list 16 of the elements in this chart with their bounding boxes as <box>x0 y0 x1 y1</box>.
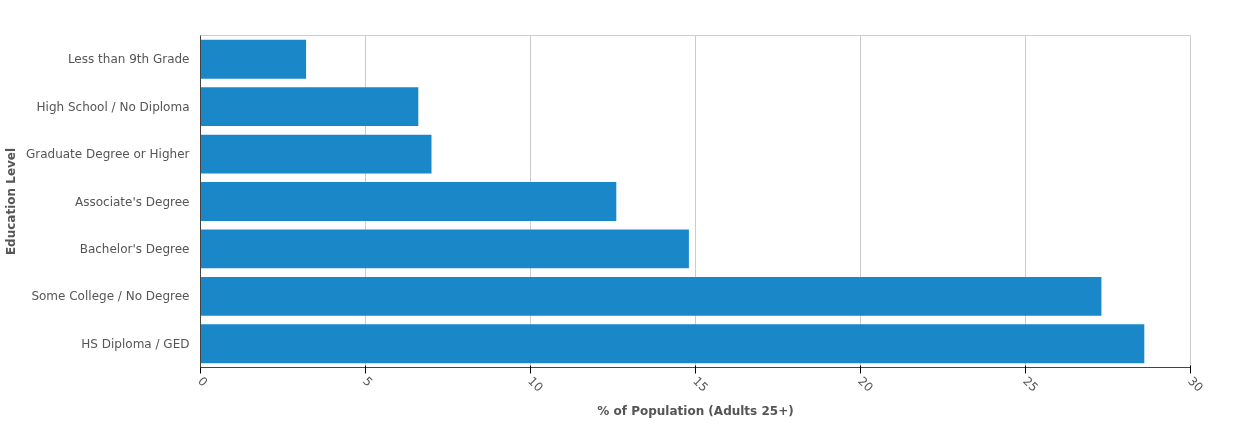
x-axis-title: % of Population (Adults 25+) <box>597 403 794 418</box>
y-tick-label: Bachelor's Degree <box>79 241 190 256</box>
y-tick-label: Graduate Degree or Higher <box>25 147 190 162</box>
y-tick-label: HS Diploma / GED <box>81 336 190 351</box>
y-tick-label: Associate's Degree <box>75 194 190 209</box>
y-axis-title: Education Level <box>3 147 18 256</box>
x-tick-label: 5 <box>360 373 376 390</box>
x-tick-label: 0 <box>195 373 211 390</box>
x-tick-label: 20 <box>855 373 876 395</box>
x-tick-label: 10 <box>525 373 546 395</box>
y-tick-label: High School / No Diploma <box>36 99 190 114</box>
x-tick-label: 30 <box>1185 373 1206 395</box>
y-tick-label: Less than 9th Grade <box>67 52 190 67</box>
y-tick-label: Some College / No Degree <box>31 289 190 304</box>
x-tick-label: 25 <box>1020 373 1041 395</box>
x-tick-label: 15 <box>690 373 711 395</box>
